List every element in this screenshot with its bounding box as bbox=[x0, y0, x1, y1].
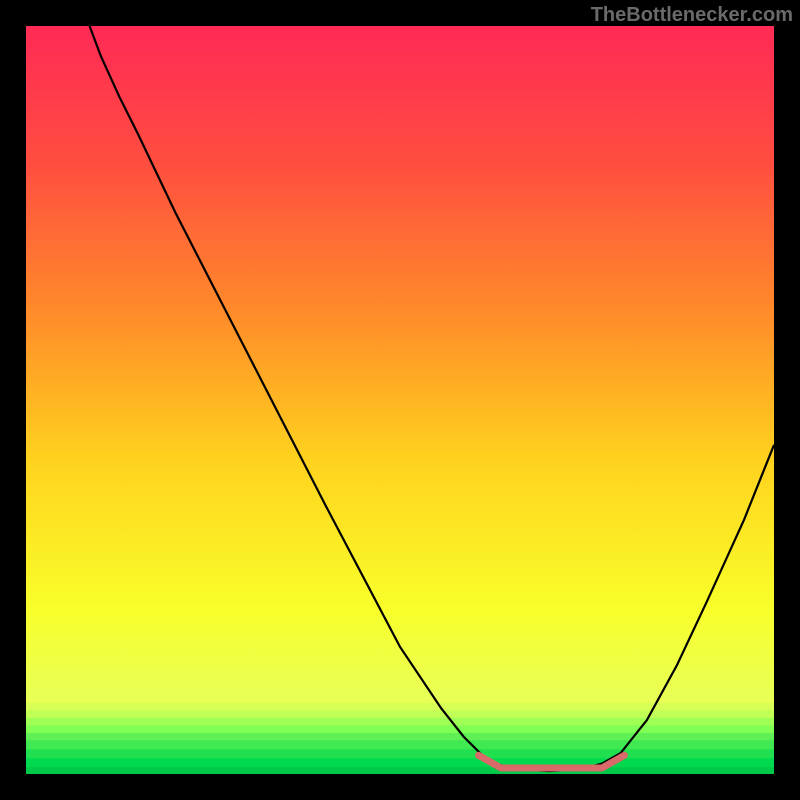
bottom-stripes bbox=[26, 695, 774, 776]
chart-stage: TheBottlenecker.com bbox=[0, 0, 800, 800]
chart-svg bbox=[0, 0, 800, 800]
plot-area bbox=[26, 26, 774, 777]
gradient-fill bbox=[26, 26, 774, 774]
